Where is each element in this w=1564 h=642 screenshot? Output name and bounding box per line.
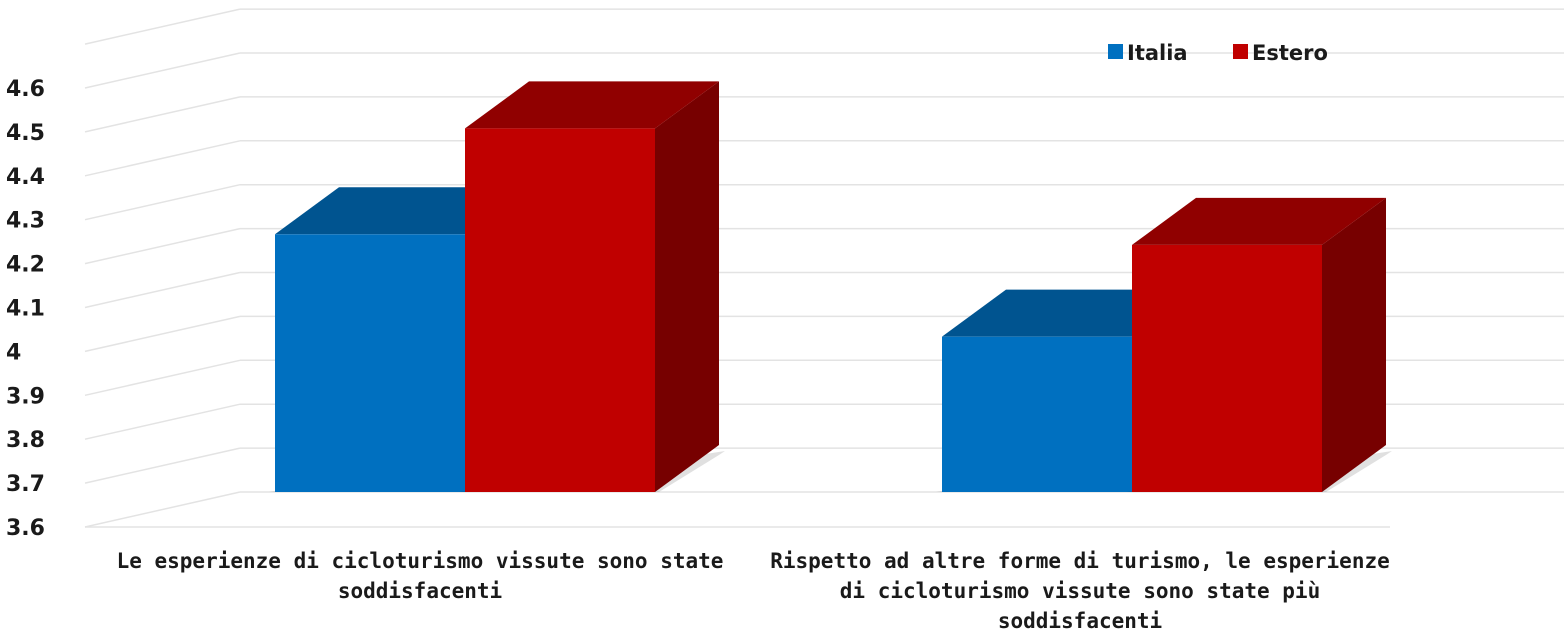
gridline-diagonal bbox=[84, 271, 241, 309]
bar-top bbox=[465, 81, 719, 129]
legend-label-estero: Estero bbox=[1252, 41, 1328, 65]
y-tick-label: 3.7 bbox=[6, 472, 45, 497]
bar-side bbox=[1322, 197, 1386, 492]
bar-front bbox=[465, 128, 655, 492]
bar-top bbox=[1132, 197, 1386, 245]
gridline-diagonal bbox=[84, 52, 241, 89]
bar-estero-2 bbox=[1126, 197, 1392, 492]
gridline-diagonal bbox=[84, 140, 241, 177]
gridline-diagonal bbox=[84, 491, 241, 528]
legend-swatch-italia bbox=[1108, 44, 1123, 59]
y-tick-label: 3.9 bbox=[6, 384, 45, 409]
legend-swatch-estero bbox=[1233, 44, 1248, 59]
x-category-label: Le esperienze di cicloturismo vissute so… bbox=[116, 549, 724, 603]
gridline-diagonal bbox=[84, 403, 241, 440]
legend-label-italia: Italia bbox=[1127, 41, 1188, 65]
y-tick-label: 4.1 bbox=[6, 297, 45, 322]
y-tick-label: 4.2 bbox=[6, 253, 45, 278]
y-tick-label: 3.8 bbox=[6, 428, 45, 453]
bar-front bbox=[942, 336, 1132, 492]
y-tick-label: 4 bbox=[6, 340, 21, 365]
gridline-diagonal bbox=[84, 447, 241, 484]
gridline-diagonal bbox=[84, 315, 241, 353]
gridline-diagonal bbox=[84, 8, 241, 45]
bar-estero-1 bbox=[459, 81, 725, 492]
gridline-diagonal bbox=[84, 359, 241, 397]
bar-front bbox=[275, 234, 465, 492]
gridline-diagonal bbox=[84, 183, 241, 221]
legend: Italia Estero bbox=[1108, 41, 1328, 65]
y-tick-label: 4.4 bbox=[6, 165, 45, 190]
gridline-diagonal bbox=[84, 227, 241, 265]
y-tick-label: 3.6 bbox=[6, 516, 45, 541]
bars bbox=[269, 81, 1392, 492]
y-tick-label: 4.6 bbox=[6, 77, 45, 102]
y-tick-label: 4.3 bbox=[6, 209, 45, 234]
gridline-diagonal bbox=[84, 96, 241, 133]
bar-side bbox=[655, 81, 719, 492]
x-category-label: Rispetto ad altre forme di turismo, le e… bbox=[770, 549, 1390, 633]
bar-front bbox=[1132, 244, 1322, 492]
y-axis-ticks: 3.6 3.7 3.8 3.9 4 4.1 4.2 4.3 4.4 4.5 4.6 bbox=[6, 77, 45, 541]
y-tick-label: 4.5 bbox=[6, 121, 45, 146]
